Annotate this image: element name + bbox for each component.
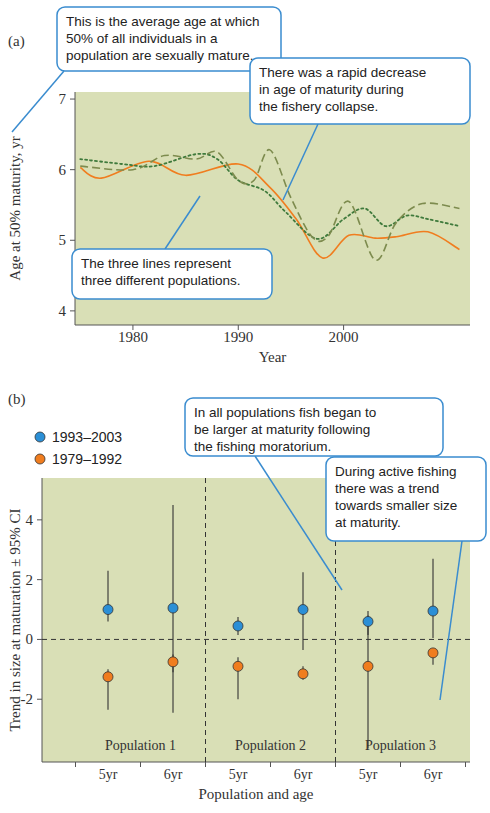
callout-box — [185, 398, 443, 456]
point — [428, 606, 438, 616]
point — [363, 616, 373, 626]
point — [363, 661, 373, 671]
group-separator — [205, 478, 206, 762]
error-bar — [432, 559, 433, 638]
annotation: in age of maturity during — [259, 82, 404, 97]
y-tick-label: 7 — [59, 91, 67, 107]
point — [298, 605, 308, 615]
x-tick-label: 2000 — [329, 329, 359, 345]
callout-pointer — [283, 124, 318, 200]
callout-box — [57, 7, 281, 71]
legend-label: 1979–1992 — [52, 451, 122, 467]
y-tick-label: 4 — [59, 303, 67, 319]
x-tick — [465, 762, 466, 767]
point — [168, 657, 178, 667]
x-tick-label: 6yr — [294, 767, 313, 782]
y-tick — [37, 639, 42, 640]
error-bar — [367, 616, 368, 749]
annotation: the fishery collapse. — [259, 99, 378, 114]
reference-line — [42, 639, 470, 640]
callout-box — [326, 457, 486, 541]
x-tick-label: 1990 — [223, 329, 253, 345]
group-label: Population 2 — [235, 738, 306, 753]
annotation: There was a rapid decrease — [259, 65, 426, 80]
x-tick-label: 1980 — [118, 329, 148, 345]
y-tick-label: 4 — [26, 512, 34, 528]
annotation: In all populations fish began to — [194, 405, 376, 420]
point — [298, 669, 308, 679]
point — [103, 605, 113, 615]
series-line — [80, 154, 459, 239]
series-line — [80, 161, 459, 258]
annotation: The three lines represent — [81, 256, 231, 271]
group-label: Population 3 — [365, 738, 436, 753]
annotation: population are sexually mature. — [66, 48, 254, 63]
annotation: be larger at maturity following — [194, 422, 370, 437]
callout-pointer — [440, 541, 462, 700]
x-tick — [400, 762, 401, 767]
x-tick — [140, 762, 141, 767]
x-tick-label: 6yr — [164, 767, 183, 782]
series-line — [80, 150, 459, 261]
point — [168, 603, 178, 613]
x-tick — [75, 762, 76, 767]
x-axis — [42, 762, 470, 763]
callout-box — [250, 58, 470, 124]
y-tick — [70, 99, 75, 100]
figure: 4567(a)Age at 50% maturity, yr1980199020… — [0, 0, 490, 813]
x-axis-label: Year — [259, 349, 287, 365]
y-tick-label: 5 — [59, 232, 67, 248]
y-tick — [70, 240, 75, 241]
x-tick-label: 5yr — [359, 767, 378, 782]
callout-box — [72, 249, 272, 299]
x-tick-label: 5yr — [99, 767, 118, 782]
point — [428, 648, 438, 658]
y-tick-label: 6 — [59, 162, 67, 178]
legend-marker — [35, 454, 45, 464]
lines — [80, 150, 459, 261]
y-tick — [37, 519, 42, 520]
y-axis-label: Age at 50% maturity, yr — [7, 136, 23, 280]
x-axis — [75, 325, 470, 326]
callout-pointer — [12, 71, 64, 132]
x-tick — [270, 762, 271, 767]
annotation: This is the average age at which — [66, 14, 260, 29]
annotation: During active fishing — [335, 464, 457, 479]
annotation: the fishing moratorium. — [194, 439, 331, 454]
point — [233, 661, 243, 671]
y-tick — [37, 699, 42, 700]
group-label: Population 1 — [105, 738, 176, 753]
panel-label: (b) — [8, 391, 26, 408]
y-axis-label: Trend in size at maturation ± 95% CI — [7, 508, 23, 731]
y-tick — [70, 169, 75, 170]
x-tick-label: 6yr — [424, 767, 443, 782]
y-tick — [37, 579, 42, 580]
annotation: 50% of all individuals in a — [66, 31, 218, 46]
annotation: there was a trend — [335, 481, 439, 496]
y-tick-label: 0 — [26, 631, 34, 647]
point — [233, 621, 243, 631]
panel-label: (a) — [8, 33, 25, 50]
x-tick — [205, 762, 206, 767]
y-tick — [70, 310, 75, 311]
x-tick — [335, 762, 336, 767]
annotation: three different populations. — [81, 273, 241, 288]
point — [103, 672, 113, 682]
x-tick-label: 5yr — [229, 767, 248, 782]
legend-marker — [35, 432, 45, 442]
annotation: towards smaller size — [335, 498, 457, 513]
y-tick-label: 2 — [26, 572, 34, 588]
legend-label: 1993–2003 — [52, 429, 122, 445]
annotation: at maturity. — [335, 515, 401, 530]
callout-pointer — [165, 196, 200, 249]
y-axis — [42, 478, 43, 762]
x-axis-label: Population and age — [199, 786, 314, 802]
